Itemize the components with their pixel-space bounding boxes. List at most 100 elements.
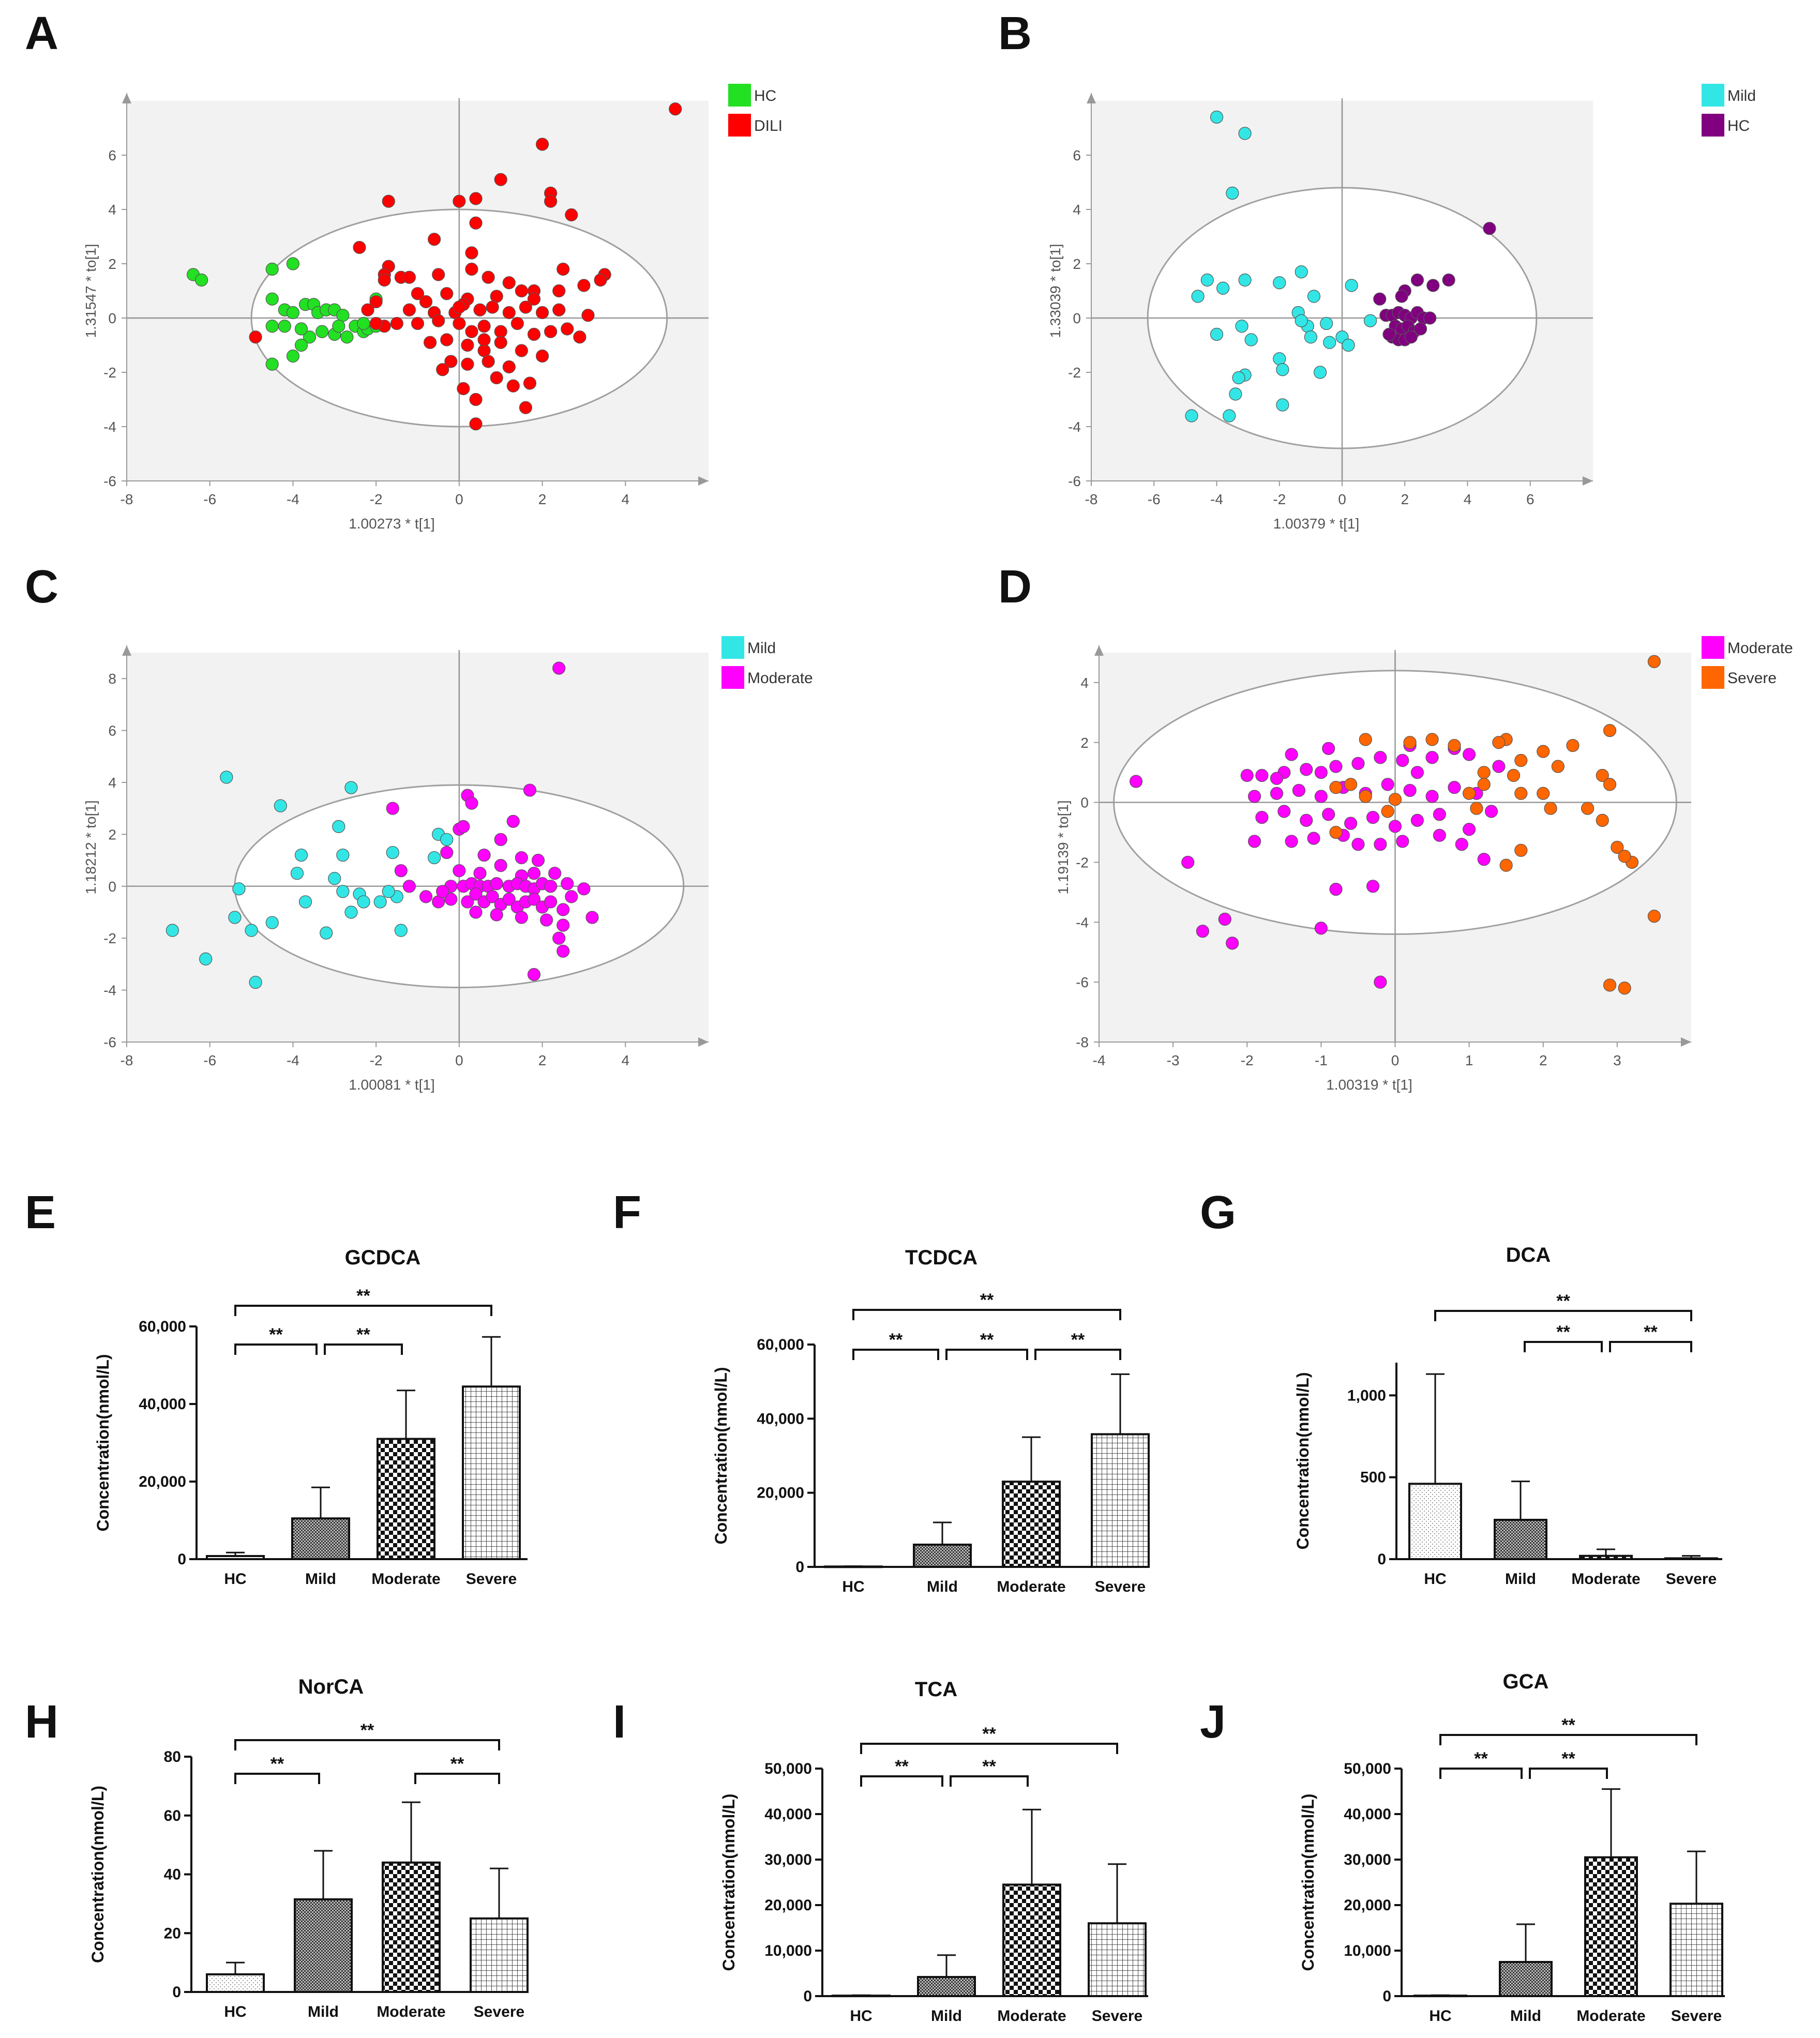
x-tick-label: HC <box>842 1578 864 1595</box>
point-hc <box>1382 327 1396 341</box>
point-moderate <box>544 895 558 909</box>
y-tick-label: 6 <box>1073 147 1081 163</box>
x-tick-label: 6 <box>1526 491 1535 507</box>
point-mild <box>1238 273 1252 287</box>
point-mild <box>1223 409 1236 422</box>
y-tick-label: 4 <box>108 202 116 218</box>
bracket-line <box>414 1773 500 1784</box>
chart-title: NorCA <box>298 1675 364 1698</box>
significance-bracket: ** <box>950 1757 1029 1787</box>
x-tick-label: Severe <box>474 2003 524 2020</box>
point-hc <box>303 330 317 344</box>
x-tick-label: -2 <box>1241 1052 1254 1068</box>
bar-moderate <box>1584 1856 1638 1998</box>
point-moderate <box>1218 912 1231 926</box>
y-axis-label: Concentration(nmol/L) <box>1299 1793 1317 1971</box>
point-dili <box>361 303 374 316</box>
x-axis-label: 1.00273 * t[1] <box>349 516 435 532</box>
bracket-line <box>1439 1734 1697 1745</box>
point-moderate <box>1129 775 1143 788</box>
bar-hc <box>824 1565 883 1568</box>
point-severe <box>1329 825 1343 839</box>
point-moderate <box>1433 808 1446 821</box>
significance-bracket: ** <box>1439 1715 1697 1745</box>
bracket-line <box>1439 1768 1523 1779</box>
point-moderate <box>1226 937 1239 950</box>
point-mild <box>1307 290 1321 303</box>
point-moderate <box>1322 742 1335 755</box>
point-severe <box>1514 787 1528 800</box>
point-mild <box>1320 316 1333 330</box>
x-tick-label: -8 <box>1085 491 1098 507</box>
y-tick-label: 60,000 <box>139 1318 186 1335</box>
significance-bracket: ** <box>234 1325 318 1355</box>
point-dili <box>390 316 403 330</box>
y-tick-label: -6 <box>1076 974 1089 990</box>
y-tick-label: 50,000 <box>1344 1760 1391 1777</box>
point-dili <box>477 320 491 333</box>
point-moderate <box>461 895 474 909</box>
point-moderate <box>1463 823 1476 836</box>
bracket-line <box>1434 1310 1692 1321</box>
y-axis-arrow <box>1087 93 1096 103</box>
point-dili <box>369 295 383 309</box>
panel-letter-D: D <box>998 561 1032 613</box>
point-moderate <box>1484 805 1498 818</box>
bracket-line <box>860 1743 1118 1754</box>
point-moderate <box>1425 790 1439 803</box>
point-moderate <box>394 864 408 878</box>
y-tick-label: 4 <box>1073 202 1081 218</box>
point-moderate <box>1322 808 1335 821</box>
point-moderate <box>1448 781 1461 794</box>
point-moderate <box>1396 835 1409 848</box>
significance-label: ** <box>270 1754 284 1774</box>
point-moderate <box>531 853 545 867</box>
y-tick-label: 0 <box>1377 1551 1386 1568</box>
bar-mild <box>291 1517 350 1560</box>
y-axis-label: Concentration(nmol/L) <box>88 1786 107 1963</box>
x-tick-label: HC <box>850 2007 872 2025</box>
point-moderate <box>1329 760 1343 773</box>
point-dili <box>369 316 383 330</box>
y-axis-label: Concentration(nmol/L) <box>94 1354 112 1531</box>
point-dili <box>453 316 466 330</box>
point-severe <box>1603 723 1617 737</box>
significance-bracket: ** <box>1524 1322 1603 1352</box>
significance-label: ** <box>356 1325 370 1345</box>
significance-label: ** <box>450 1754 464 1774</box>
point-hc <box>294 322 308 336</box>
point-moderate <box>515 851 528 865</box>
point-hc <box>1423 311 1437 325</box>
point-severe <box>1381 805 1394 818</box>
point-moderate <box>1329 882 1343 896</box>
bar-mild <box>917 1976 976 1998</box>
y-tick-label: 50,000 <box>764 1760 812 1777</box>
point-dili <box>494 173 507 186</box>
point-dili <box>669 102 682 116</box>
point-dili <box>544 325 558 338</box>
bracket-line <box>234 1305 492 1316</box>
bar-severe <box>462 1385 521 1560</box>
point-moderate <box>556 903 570 916</box>
significance-bracket: ** <box>852 1330 939 1360</box>
legend-label-severe: Severe <box>1727 670 1777 687</box>
point-dili <box>519 300 533 314</box>
significance-label: ** <box>1556 1322 1570 1342</box>
x-tick-label: -8 <box>121 491 133 507</box>
point-dili <box>527 292 541 306</box>
panel-letter-J: J <box>1200 1696 1226 1748</box>
point-dili <box>402 270 416 284</box>
point-mild <box>1276 363 1289 376</box>
y-tick-label: 40,000 <box>764 1806 812 1823</box>
point-moderate <box>1374 838 1387 851</box>
point-mild <box>298 895 312 909</box>
point-moderate <box>477 848 491 862</box>
point-moderate <box>1247 835 1261 848</box>
point-severe <box>1448 738 1461 752</box>
point-moderate <box>1344 817 1358 830</box>
panel-E: E GCDCA 0 20,000 40,000 60,000 Concentration(n… <box>25 1187 528 1588</box>
point-mild <box>1191 290 1205 303</box>
significance-bracket: ** <box>234 1720 500 1750</box>
point-moderate <box>544 880 558 893</box>
